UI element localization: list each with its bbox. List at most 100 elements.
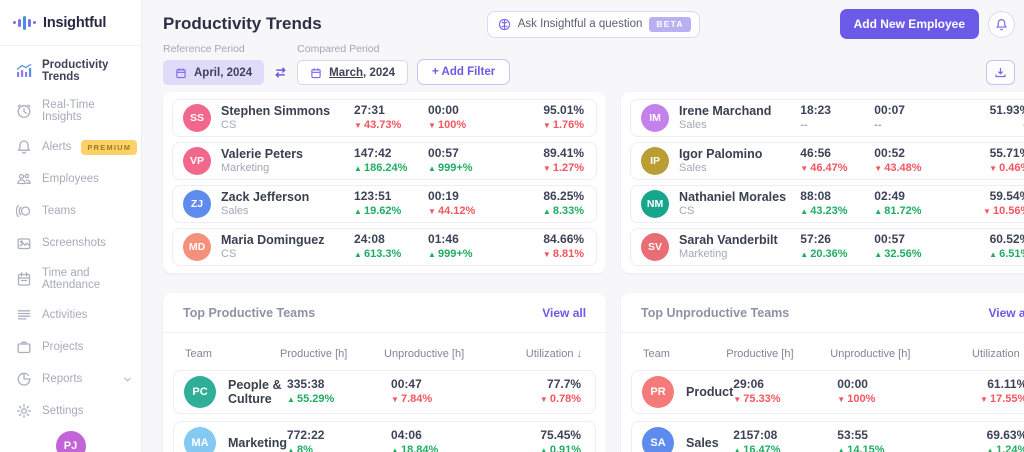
- team-row[interactable]: MA Marketing 772:22 ▲ 8% 04:06 ▲ 18.84% 75.4…: [173, 421, 597, 452]
- unproductive-metric: 02:49 ▲ 81.72%: [874, 189, 950, 217]
- top-productive-teams-card: Top Productive Teams View all Team Produc…: [163, 293, 607, 452]
- employee-team: CS: [221, 119, 237, 132]
- sidebar-item-projects[interactable]: Projects: [0, 331, 141, 363]
- avatar: MD: [183, 233, 211, 261]
- insightful-waveform-icon: [13, 15, 36, 30]
- sidebar-nav: Productivity Trends Real-Time Insights A…: [0, 46, 141, 427]
- delta-down: ▼ 100%: [428, 119, 467, 132]
- avatar: SS: [183, 104, 211, 132]
- compared-period-chip[interactable]: March, 2024: [297, 60, 409, 85]
- add-new-employee-button[interactable]: Add New Employee: [839, 9, 979, 39]
- unproductive-metric: 53:55 ▲ 14.15%: [837, 428, 955, 452]
- team-row[interactable]: SA Sales 2157:08 ▲ 16.47% 53:55 ▲ 14.15% 69.…: [631, 421, 1024, 452]
- utilization-metric: 51.93%--: [950, 103, 1024, 131]
- productive-metric: 27:31 ▼ 43.73%: [354, 103, 428, 132]
- sidebar-item-activities[interactable]: Activities: [0, 299, 141, 331]
- download-icon: [994, 66, 1007, 79]
- column-header-utilization[interactable]: Utilization ↑: [972, 348, 1024, 360]
- team-row[interactable]: PC People & Culture 335:38 ▲ 55.29% 00:47 ▼…: [173, 370, 597, 414]
- column-header-team[interactable]: Team: [643, 348, 670, 360]
- delta-down: ▼ 8.81%: [542, 248, 585, 261]
- employee-name: Igor Palomino: [679, 146, 763, 161]
- reference-period-chip[interactable]: April, 2024: [163, 60, 265, 85]
- sidebar-item-screenshots[interactable]: Screenshots: [0, 227, 141, 259]
- employee-team: CS: [679, 205, 695, 218]
- employee-name: Irene Marchand: [679, 103, 772, 118]
- avatar: PR: [642, 376, 675, 408]
- unproductive-metric: 00:57 ▲ 999+%: [428, 146, 504, 175]
- team-row[interactable]: PR Product 29:06 ▼ 75.33% 00:00 ▼ 100% 61.11…: [631, 370, 1024, 414]
- avatar: IP: [641, 147, 670, 175]
- employee-row[interactable]: MD Maria Dominguez CS 24:08 ▲ 613.3% 01:46…: [172, 228, 598, 266]
- unproductive-metric: 00:19 ▼ 44.12%: [428, 189, 504, 217]
- delta-down: ▼ 43.73%: [354, 119, 402, 132]
- delta-up: ▲1.24%: [986, 444, 1024, 452]
- briefcase-icon: [16, 339, 32, 355]
- column-header-productive-h[interactable]: Productive [h]: [280, 348, 348, 360]
- unproductive-metric: 00:00 ▼ 100%: [428, 103, 504, 132]
- team-name: Marketing: [228, 436, 288, 450]
- bell-icon: [995, 18, 1008, 31]
- utilization-metric: 60.52%▲6.51%: [950, 232, 1024, 261]
- delta-up: ▲ 32.56%: [874, 248, 922, 261]
- delta-up: ▲ 0.91%: [539, 444, 582, 452]
- column-header-team[interactable]: Team: [185, 348, 212, 360]
- ask-insightful-input[interactable]: Ask Insightful a question BETA: [486, 10, 700, 38]
- productive-metric: 29:06 ▼ 75.33%: [733, 377, 837, 405]
- sidebar-item-employees[interactable]: Employees: [0, 163, 141, 195]
- clock-icon: [16, 103, 32, 119]
- download-button[interactable]: [986, 60, 1015, 85]
- divider: [621, 332, 1024, 333]
- brand-logo[interactable]: Insightful: [0, 0, 141, 46]
- employee-team: Marketing: [679, 248, 728, 261]
- view-all-link[interactable]: View all: [542, 306, 587, 320]
- column-header-unproductive-h[interactable]: Unproductive [h]: [384, 348, 465, 360]
- sidebar-item-productivity-trends[interactable]: Productivity Trends: [0, 51, 141, 91]
- utilization-metric: 77.7% ▼ 0.78%: [509, 377, 582, 406]
- calendar-icon: [310, 67, 322, 79]
- delta-down: ▼ 46.47%: [800, 162, 848, 175]
- team-name: People & Culture: [228, 378, 282, 406]
- delta-down: ▼ 7.84%: [391, 393, 433, 406]
- sidebar-item-settings[interactable]: Settings: [0, 395, 141, 427]
- employee-row[interactable]: SS Stephen Simmons CS 27:31 ▼ 43.73% 00:00…: [172, 99, 598, 137]
- delta-up: ▲6.51%: [989, 248, 1024, 261]
- sidebar-item-real-time-insights[interactable]: Real-Time Insights: [0, 91, 141, 131]
- employee-team: Marketing: [221, 162, 270, 175]
- employee-row[interactable]: IM Irene Marchand Sales 18:23 -- 00:07 -- …: [630, 99, 1024, 137]
- topbar: Productivity Trends Ask Insightful a que…: [163, 9, 1015, 39]
- employee-row[interactable]: SV Sarah Vanderbilt Marketing 57:26 ▲ 20.3…: [630, 228, 1024, 266]
- column-header-utilization[interactable]: Utilization ↓: [525, 348, 583, 360]
- productive-metric: 2157:08 ▲ 16.47%: [733, 428, 837, 452]
- avatar[interactable]: PJ: [55, 431, 86, 452]
- sidebar-item-alerts[interactable]: Alerts PREMIUM: [0, 131, 141, 163]
- sidebar-item-teams[interactable]: Teams: [0, 195, 141, 227]
- beta-badge: BETA: [649, 16, 691, 32]
- sidebar-item-time-and-attendance[interactable]: Time and Attendance: [0, 259, 141, 299]
- compared-period-group: Compared Period March, 2024: [297, 43, 409, 85]
- swap-arrows-icon[interactable]: [273, 65, 288, 85]
- employee-row[interactable]: IP Igor Palomino Sales 46:56 ▼ 46.47% 00:5…: [630, 142, 1024, 180]
- premium-badge: PREMIUM: [81, 139, 138, 155]
- employee-row[interactable]: VP Valerie Peters Marketing 147:42 ▲ 186.2…: [172, 142, 598, 180]
- employee-row[interactable]: NM Nathaniel Morales CS 88:08 ▲ 43.23% 02:…: [630, 185, 1024, 223]
- compared-period-month: March,: [329, 66, 367, 79]
- column-header-unproductive-h[interactable]: Unproductive [h]: [830, 348, 911, 360]
- employee-row[interactable]: ZJ Zack Jefferson Sales 123:51 ▲ 19.62% 00…: [172, 185, 598, 223]
- avatar: NM: [641, 190, 670, 218]
- brand-name: Insightful: [43, 14, 107, 31]
- delta-up: ▲ 19.62%: [354, 205, 402, 218]
- sidebar-item-reports[interactable]: Reports: [0, 363, 141, 395]
- delta-down: ▼ 0.78%: [539, 393, 582, 406]
- utilization-metric: 55.71%▼0.46%: [950, 146, 1024, 174]
- view-all-link[interactable]: View all: [988, 306, 1024, 320]
- add-filter-button[interactable]: + Add Filter: [417, 59, 511, 85]
- column-header-productive-h[interactable]: Productive [h]: [726, 348, 794, 360]
- avatar: ZJ: [183, 190, 211, 218]
- utilization-metric: 75.45% ▲ 0.91%: [509, 428, 582, 452]
- employee-list-card-right: IM Irene Marchand Sales 18:23 -- 00:07 -- …: [621, 92, 1024, 273]
- user-section: PJ Penelope Jones: [0, 427, 141, 452]
- delta-up: ▲ 999+%: [428, 162, 473, 175]
- teams-card-title: Top Unproductive Teams: [641, 306, 790, 320]
- notifications-button[interactable]: [988, 10, 1015, 38]
